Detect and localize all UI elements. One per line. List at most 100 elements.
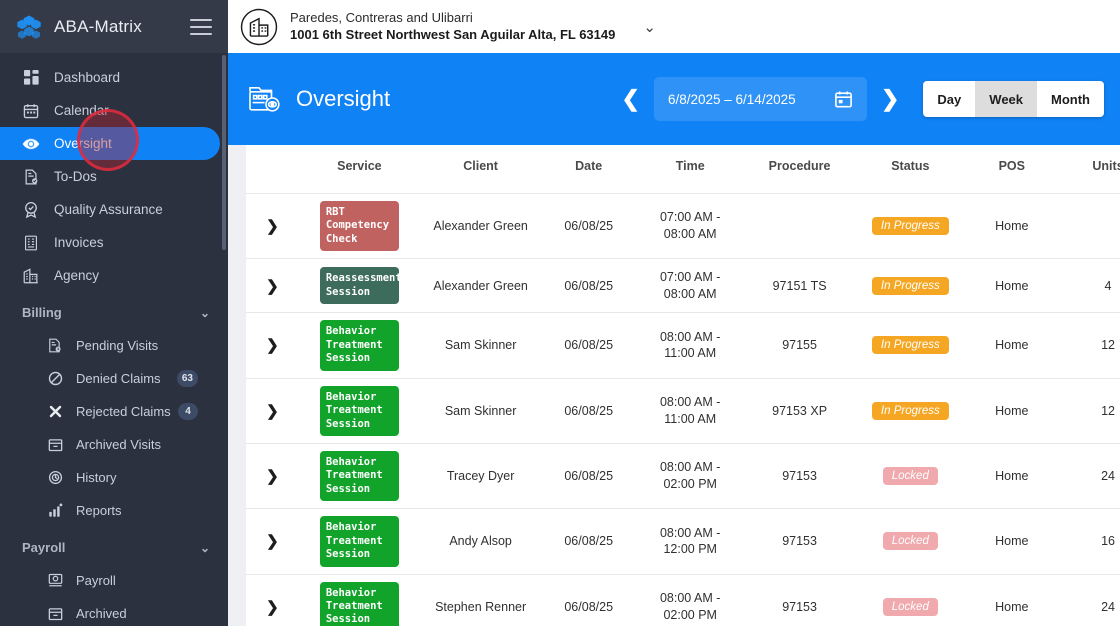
sidebar-item-label: Rejected Claims: [76, 404, 171, 419]
chevron-right-icon[interactable]: ❯: [266, 337, 279, 355]
table-row[interactable]: ❯ Reassessment Session Alexander Green 06/0…: [246, 258, 1120, 313]
sidebar-item-archived-visits[interactable]: Archived Visits: [0, 428, 228, 461]
organization-info: Paredes, Contreras and Ulibarri 1001 6th…: [290, 10, 615, 44]
status-badge: Locked: [882, 532, 938, 551]
hamburger-menu-icon[interactable]: [190, 18, 212, 35]
cell-time: 08:00 AM -02:00 PM: [636, 442, 745, 509]
calendar-icon: [22, 103, 40, 119]
sidebar-item-to-dos[interactable]: To-Dos: [0, 160, 228, 193]
chevron-down-icon[interactable]: ⌄: [643, 18, 656, 36]
status-badge: In Progress: [871, 217, 949, 236]
table-row[interactable]: ❯ Behavior Treatment Session Andy Alsop 06/…: [246, 508, 1120, 575]
cell-pos: Home: [965, 377, 1058, 444]
invoice-icon: [22, 235, 40, 251]
cell-status: In Progress: [854, 258, 966, 313]
page-header: Oversight ❮ 6/8/2025 – 6/14/2025 ❯ Day W…: [228, 53, 1120, 145]
cell-procedure: 97153: [744, 508, 855, 575]
cell-client: Alexander Green: [419, 192, 542, 259]
table-header: Service Client Date Time Procedure Statu…: [246, 145, 1120, 194]
sidebar-item-payroll[interactable]: Payroll: [0, 564, 228, 597]
page-title: Oversight: [296, 86, 391, 111]
sidebar-item-agency[interactable]: Agency: [0, 259, 228, 292]
sidebar-group-label: Billing: [22, 305, 62, 320]
cell-date: 06/08/25: [541, 442, 637, 509]
sidebar-scrollbar[interactable]: [222, 55, 226, 250]
view-toggle-day[interactable]: Day: [923, 81, 976, 117]
sidebar-item-denied-claims[interactable]: Denied Claims 63: [0, 362, 228, 395]
organization-bar: Paredes, Contreras and Ulibarri 1001 6th…: [228, 0, 1120, 53]
sidebar-item-oversight[interactable]: Oversight: [0, 127, 220, 160]
sidebar-item-calendar[interactable]: Calendar: [0, 94, 228, 127]
sidebar-item-quality-assurance[interactable]: Quality Assurance: [0, 193, 228, 226]
chevron-left-icon[interactable]: ❮: [621, 86, 640, 111]
row-expand-button[interactable]: ❯: [246, 573, 299, 626]
view-toggle-month[interactable]: Month: [1037, 81, 1104, 117]
service-badge: Behavior Treatment Session: [319, 516, 399, 567]
sidebar-item-reports[interactable]: Reports: [0, 494, 228, 527]
time-value: 08:00 AM -02:00 PM: [659, 590, 721, 622]
chevron-right-icon[interactable]: ❯: [266, 468, 279, 486]
table-row[interactable]: ❯ RBT Competency Check Alexander Green 06/0…: [246, 192, 1120, 259]
cell-status: Locked: [854, 573, 966, 626]
table-row[interactable]: ❯ Behavior Treatment Session Stephen Renne…: [246, 573, 1120, 626]
cell-procedure: 97155: [744, 312, 855, 379]
column-header-pos: POS: [965, 145, 1058, 194]
cell-client: Sam Skinner: [419, 312, 542, 379]
sidebar-item-pending-visits[interactable]: Pending Visits: [0, 329, 228, 362]
row-expand-button[interactable]: ❯: [246, 312, 299, 379]
sidebar-group-payroll[interactable]: Payroll ⌄: [0, 531, 228, 564]
row-expand-button[interactable]: ❯: [246, 258, 299, 313]
sidebar-item-rejected-claims[interactable]: Rejected Claims 4: [0, 395, 228, 428]
view-toggle-week[interactable]: Week: [975, 81, 1038, 117]
status-badge: In Progress: [871, 336, 949, 355]
cell-client: Sam Skinner: [419, 377, 542, 444]
chevron-right-icon[interactable]: ❯: [266, 402, 279, 420]
row-expand-button[interactable]: ❯: [246, 508, 299, 575]
cell-status: In Progress: [854, 192, 966, 259]
time-value: 08:00 AM -12:00 PM: [659, 525, 721, 557]
date-range-selector[interactable]: 6/8/2025 – 6/14/2025: [653, 77, 867, 121]
row-expand-button[interactable]: ❯: [246, 442, 299, 509]
table-row[interactable]: ❯ Behavior Treatment Session Sam Skinner 06…: [246, 312, 1120, 379]
cell-units: 24: [1057, 573, 1120, 626]
cell-procedure: 97151 TS: [744, 258, 855, 313]
organization-address: 1001 6th Street Northwest San Aguilar Al…: [290, 26, 616, 42]
cell-status: In Progress: [854, 312, 966, 379]
table-row[interactable]: ❯ Behavior Treatment Session Tracey Dyer 06…: [246, 442, 1120, 509]
chevron-right-icon[interactable]: ❯: [880, 86, 900, 111]
cell-procedure: 97153 XP: [744, 377, 855, 444]
sidebar-group-label: Payroll: [22, 540, 66, 555]
cell-date: 06/08/25: [541, 192, 637, 259]
sidebar-group-billing[interactable]: Billing ⌄: [0, 296, 228, 329]
cell-status: In Progress: [854, 377, 966, 444]
organization-name: Paredes, Contreras and Ulibarri: [290, 9, 473, 25]
column-header-procedure: Procedure: [744, 145, 855, 194]
cell-status: Locked: [854, 508, 966, 575]
sidebar-item-payroll-archived[interactable]: Archived: [0, 597, 228, 626]
sidebar-item-invoices[interactable]: Invoices: [0, 226, 228, 259]
calendar-picker-icon[interactable]: [834, 90, 853, 109]
row-expand-button[interactable]: ❯: [246, 192, 299, 259]
sidebar-item-label: Denied Claims: [76, 371, 161, 386]
brand-header: ABA-Matrix: [0, 0, 228, 53]
cell-pos: Home: [965, 258, 1058, 313]
sidebar-item-label: Calendar: [54, 103, 109, 118]
pending-visits-icon: [46, 338, 64, 353]
table-row[interactable]: ❯ Behavior Treatment Session Sam Skinner 06…: [246, 377, 1120, 444]
chevron-right-icon[interactable]: ❯: [266, 218, 279, 236]
chevron-right-icon[interactable]: ❯: [266, 598, 279, 616]
cell-date: 06/08/25: [541, 312, 637, 379]
status-badge: Locked: [882, 597, 938, 616]
chevron-right-icon[interactable]: ❯: [266, 533, 279, 551]
cell-units: 12: [1057, 312, 1120, 379]
time-value: 08:00 AM -11:00 AM: [659, 329, 721, 361]
sidebar-item-billing-history[interactable]: History: [0, 461, 228, 494]
agency-building-icon: [22, 267, 40, 284]
chevron-right-icon[interactable]: ❯: [266, 277, 279, 295]
sidebar-item-dashboard[interactable]: Dashboard: [0, 61, 228, 94]
time-value: 08:00 AM -02:00 PM: [659, 460, 721, 492]
sidebar-item-label: Pending Visits: [76, 338, 159, 353]
row-expand-button[interactable]: ❯: [246, 377, 299, 444]
sidebar-item-label: Archived: [76, 606, 127, 621]
sidebar-item-label: History: [76, 470, 117, 485]
